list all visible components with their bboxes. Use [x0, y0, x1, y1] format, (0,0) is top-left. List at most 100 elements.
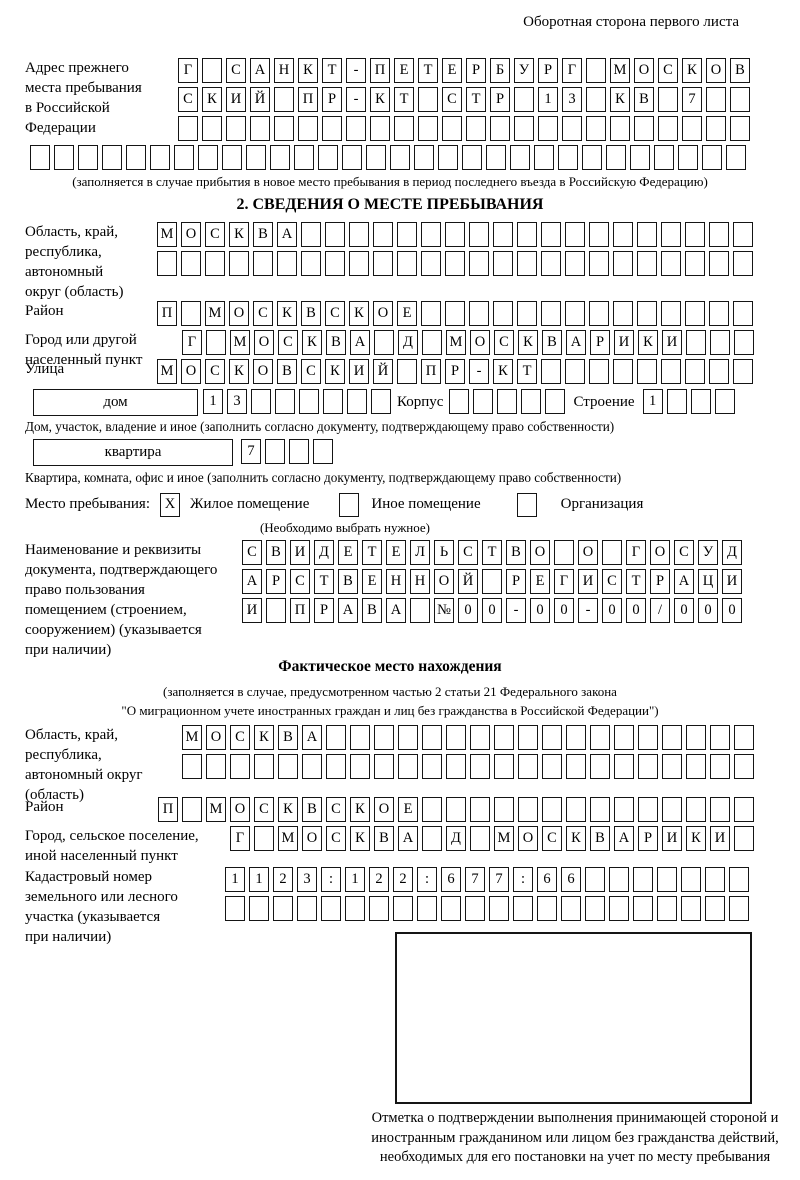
char-box[interactable]: Е — [338, 540, 358, 565]
char-box[interactable]: А — [614, 826, 634, 851]
char-box[interactable] — [342, 145, 362, 170]
char-box[interactable]: К — [350, 826, 370, 851]
char-box[interactable] — [30, 145, 50, 170]
char-box[interactable] — [349, 251, 369, 276]
char-box[interactable]: К — [298, 58, 318, 83]
char-box[interactable]: Е — [398, 797, 418, 822]
char-box[interactable] — [273, 896, 293, 921]
char-box[interactable]: П — [370, 58, 390, 83]
char-box[interactable]: Р — [266, 569, 286, 594]
char-box[interactable] — [157, 251, 177, 276]
char-box[interactable]: 0 — [722, 598, 742, 623]
char-box[interactable]: П — [298, 87, 318, 112]
char-box[interactable]: Т — [466, 87, 486, 112]
char-box[interactable]: С — [290, 569, 310, 594]
char-box[interactable] — [510, 145, 530, 170]
char-box[interactable]: 2 — [369, 867, 389, 892]
char-box[interactable] — [518, 754, 538, 779]
char-box[interactable]: Д — [446, 826, 466, 851]
char-box[interactable] — [657, 867, 677, 892]
char-box[interactable] — [602, 540, 622, 565]
char-box[interactable] — [249, 896, 269, 921]
char-box[interactable]: К — [254, 725, 274, 750]
char-box[interactable]: 0 — [554, 598, 574, 623]
char-box[interactable] — [374, 330, 394, 355]
char-box[interactable]: А — [277, 222, 297, 247]
char-box[interactable] — [421, 251, 441, 276]
char-box[interactable] — [422, 725, 442, 750]
char-box[interactable]: Р — [650, 569, 670, 594]
char-box[interactable]: О — [302, 826, 322, 851]
char-box[interactable] — [178, 116, 198, 141]
char-box[interactable]: О — [706, 58, 726, 83]
char-box[interactable] — [438, 145, 458, 170]
char-box[interactable]: 0 — [698, 598, 718, 623]
char-box[interactable]: : — [321, 867, 341, 892]
char-box[interactable] — [497, 389, 518, 414]
char-box[interactable] — [662, 754, 682, 779]
char-box[interactable] — [614, 725, 634, 750]
char-box[interactable]: Р — [466, 58, 486, 83]
char-box[interactable]: 0 — [482, 598, 502, 623]
char-box[interactable] — [637, 359, 657, 384]
char-box[interactable]: О — [578, 540, 598, 565]
char-box[interactable]: С — [301, 359, 321, 384]
char-box[interactable]: М — [446, 330, 466, 355]
char-box[interactable] — [566, 754, 586, 779]
char-box[interactable] — [397, 359, 417, 384]
char-box[interactable]: С — [242, 540, 262, 565]
char-box[interactable] — [274, 87, 294, 112]
char-box[interactable]: Г — [626, 540, 646, 565]
char-box[interactable]: О — [373, 301, 393, 326]
char-box[interactable] — [490, 116, 510, 141]
char-box[interactable]: О — [206, 725, 226, 750]
char-box[interactable] — [298, 116, 318, 141]
char-box[interactable]: 6 — [537, 867, 557, 892]
char-box[interactable] — [181, 301, 201, 326]
char-box[interactable]: С — [442, 87, 462, 112]
char-box[interactable] — [265, 439, 285, 464]
char-box[interactable] — [493, 301, 513, 326]
char-box[interactable] — [181, 251, 201, 276]
char-box[interactable] — [202, 58, 222, 83]
char-box[interactable]: К — [325, 359, 345, 384]
char-box[interactable]: С — [658, 58, 678, 83]
char-box[interactable]: А — [350, 330, 370, 355]
char-box[interactable] — [469, 301, 489, 326]
char-box[interactable] — [709, 301, 729, 326]
char-box[interactable] — [493, 222, 513, 247]
char-box[interactable] — [270, 145, 290, 170]
char-box[interactable]: О — [229, 301, 249, 326]
char-box[interactable] — [582, 145, 602, 170]
char-box[interactable]: Т — [322, 58, 342, 83]
char-box[interactable] — [734, 826, 754, 851]
char-box[interactable] — [445, 251, 465, 276]
char-box[interactable] — [685, 222, 705, 247]
char-box[interactable] — [589, 301, 609, 326]
char-box[interactable] — [634, 116, 654, 141]
char-box[interactable] — [301, 251, 321, 276]
char-box[interactable] — [254, 754, 274, 779]
char-box[interactable] — [730, 116, 750, 141]
char-box[interactable]: Д — [398, 330, 418, 355]
char-box[interactable]: 1 — [225, 867, 245, 892]
char-box[interactable]: Р — [490, 87, 510, 112]
char-box[interactable] — [302, 754, 322, 779]
char-box[interactable] — [661, 359, 681, 384]
char-box[interactable]: С — [278, 330, 298, 355]
char-box[interactable] — [466, 116, 486, 141]
char-box[interactable] — [545, 389, 566, 414]
char-box[interactable] — [297, 896, 317, 921]
char-box[interactable]: : — [513, 867, 533, 892]
char-box[interactable]: Р — [590, 330, 610, 355]
char-box[interactable] — [586, 58, 606, 83]
char-box[interactable] — [613, 301, 633, 326]
char-box[interactable] — [686, 797, 706, 822]
char-box[interactable] — [226, 116, 246, 141]
char-box[interactable] — [374, 725, 394, 750]
char-box[interactable]: К — [566, 826, 586, 851]
char-box[interactable]: И — [349, 359, 369, 384]
char-box[interactable] — [277, 251, 297, 276]
char-box[interactable] — [658, 116, 678, 141]
char-box[interactable]: Н — [410, 569, 430, 594]
